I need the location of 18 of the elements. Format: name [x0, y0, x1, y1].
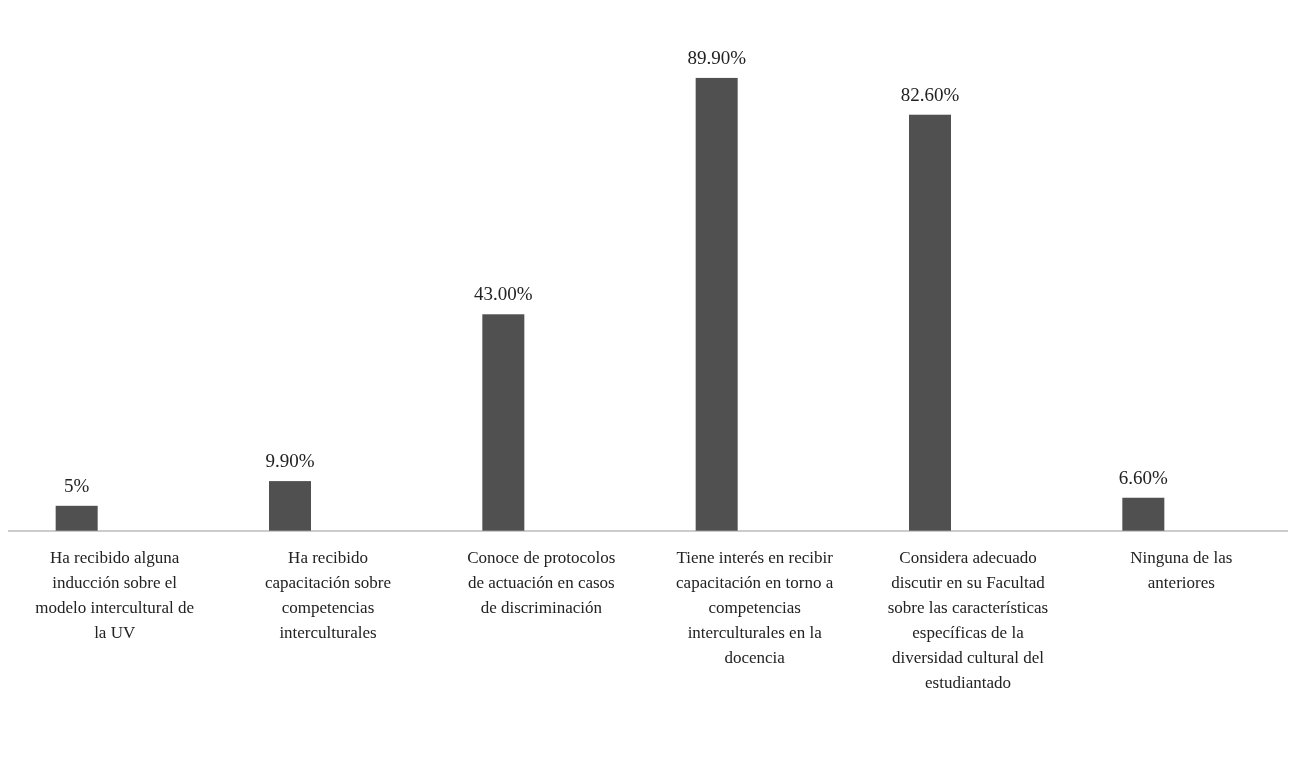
- data-label: 6.60%: [1118, 466, 1169, 488]
- data-label: 43.00%: [474, 283, 533, 305]
- bar: [909, 114, 951, 531]
- x-tick-label: Ninguna de las anteriores: [1130, 548, 1233, 592]
- bar: [482, 314, 525, 531]
- data-label: 82.60%: [900, 83, 960, 105]
- bar: [695, 77, 738, 531]
- bar: [55, 505, 98, 531]
- x-tick-label: Ha recibido capacitación sobre competencias interculturales: [264, 548, 392, 642]
- data-label: 5%: [64, 474, 90, 496]
- data-label: 89.90%: [687, 46, 747, 68]
- x-tick-label: Considera adecuado discutir en su Facultad sobre las características específicas de la diversidad cultural del estudiantado: [887, 548, 1049, 692]
- data-label: 9.90%: [265, 450, 315, 472]
- bar: [1122, 497, 1165, 531]
- bar: [269, 481, 311, 531]
- x-tick-label: Ha recibido alguna inducción sobre el modelo intercultural de la UV: [35, 548, 194, 642]
- x-tick-label: Conoce de protocolos de actuación en casos de discriminación: [467, 548, 616, 617]
- x-tick-label: Tiene interés en recibir capacitación en torno a competencias interculturales en la docencia: [676, 548, 834, 667]
